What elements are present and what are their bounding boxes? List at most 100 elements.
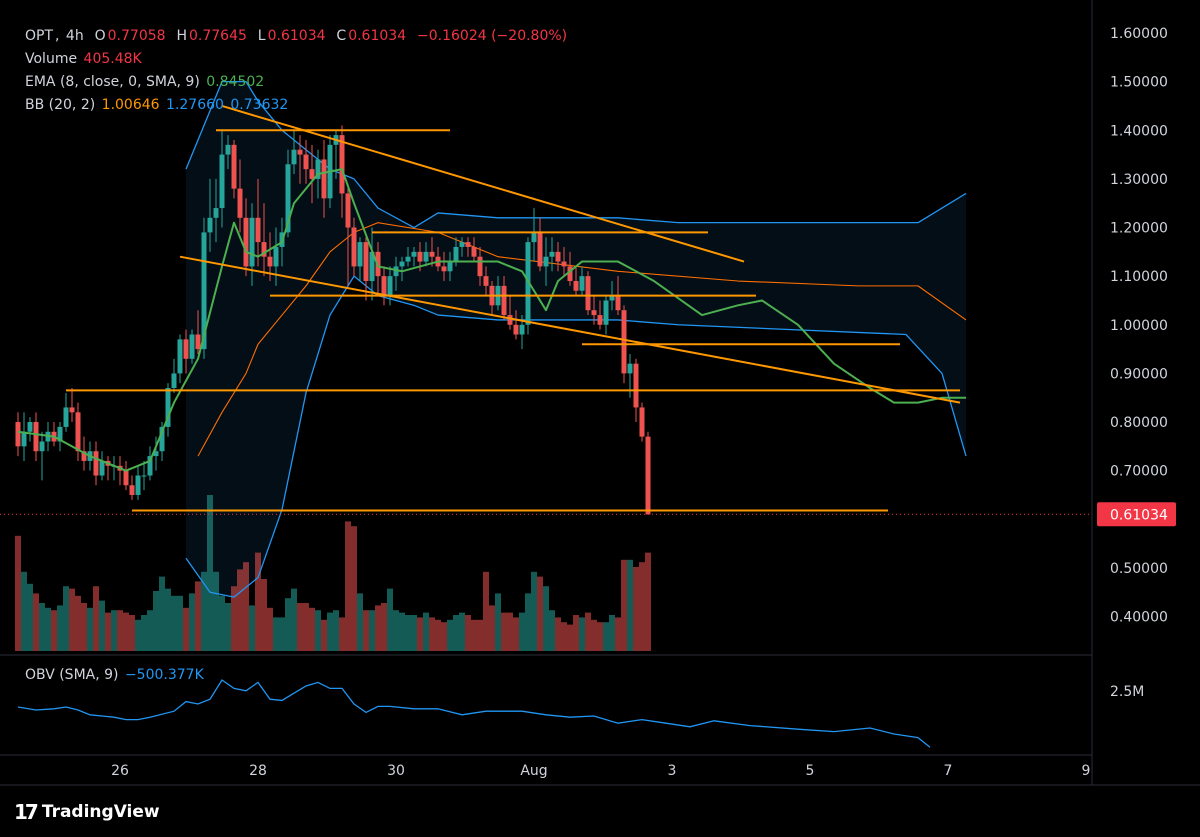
price-tick-label: 1.60000 xyxy=(1110,26,1168,42)
volume-bar xyxy=(225,603,231,651)
volume-bar xyxy=(141,615,147,651)
high-label: H xyxy=(176,28,187,44)
volume-bar xyxy=(171,595,177,651)
volume-bar xyxy=(627,559,633,651)
candle-body xyxy=(291,149,297,165)
volume-bar xyxy=(543,586,549,651)
candle-body xyxy=(423,251,429,262)
candle-body xyxy=(579,276,585,291)
candle-body xyxy=(549,251,555,257)
volume-bar xyxy=(135,619,141,651)
volume-bar xyxy=(213,571,219,651)
candle-body xyxy=(429,251,435,257)
volume-bar xyxy=(105,612,111,651)
candle-body xyxy=(189,334,195,359)
candle-body xyxy=(225,144,231,155)
symbol-label: OPT xyxy=(25,28,54,44)
candle-body xyxy=(459,242,465,247)
candle-body xyxy=(543,256,549,267)
candle-body xyxy=(177,339,183,374)
volume-bar xyxy=(111,610,117,651)
change-value: −0.16024 (−20.80%) xyxy=(417,28,568,44)
last-price-badge-label: 0.61034 xyxy=(1110,507,1168,523)
volume-bar xyxy=(387,588,393,651)
candle-body xyxy=(441,266,447,272)
candle-body xyxy=(219,154,225,209)
time-tick-label: 26 xyxy=(111,763,129,779)
volume-bar xyxy=(21,571,27,651)
volume-bar xyxy=(267,607,273,651)
candle-body xyxy=(609,295,615,301)
candle-body xyxy=(237,188,243,218)
candle-body xyxy=(393,266,399,277)
volume-bar xyxy=(45,607,51,651)
volume-bar xyxy=(189,593,195,651)
candle-body xyxy=(207,217,213,233)
volume-bar xyxy=(255,552,261,651)
candle-body xyxy=(555,251,561,262)
volume-bar xyxy=(489,605,495,651)
volume-bar xyxy=(609,615,615,651)
volume-bar xyxy=(273,617,279,651)
volume-bar xyxy=(471,619,477,651)
time-tick-label: 9 xyxy=(1082,763,1091,779)
candle-body xyxy=(585,276,591,311)
volume-bar xyxy=(75,595,81,651)
candle-body xyxy=(351,227,357,267)
bollinger-basis-line xyxy=(197,222,967,457)
candle-body xyxy=(141,475,147,477)
time-tick-label: Aug xyxy=(520,763,547,779)
candle-body xyxy=(369,251,375,282)
candle-body xyxy=(135,475,141,495)
volume-bar xyxy=(57,605,63,651)
volume-bar xyxy=(399,612,405,651)
candle-body xyxy=(153,451,159,457)
tradingview-brand[interactable]: 17 TradingView xyxy=(14,800,160,824)
candle-body xyxy=(93,451,99,476)
volume-bar xyxy=(567,624,573,651)
volume-bar xyxy=(87,607,93,651)
candle-body xyxy=(165,387,171,427)
candle-body xyxy=(297,149,303,155)
volume-bar xyxy=(237,569,243,651)
volume-bar xyxy=(33,593,39,651)
volume-bar xyxy=(339,617,345,651)
volume-bar xyxy=(279,617,285,651)
volume-bar xyxy=(27,583,33,651)
candle-body xyxy=(573,281,579,291)
candle-body xyxy=(525,242,531,325)
candle-body xyxy=(465,242,471,247)
obv-tick-label: 2.5M xyxy=(1110,684,1144,700)
candle-body xyxy=(303,154,309,170)
volume-bar xyxy=(441,622,447,651)
obv-line xyxy=(17,679,931,748)
candle-body xyxy=(597,315,603,325)
volume-bar xyxy=(357,593,363,651)
volume-bar xyxy=(285,598,291,651)
trendline-upper-channel xyxy=(221,104,745,263)
volume-bar xyxy=(99,600,105,651)
candle-body xyxy=(633,363,639,408)
volume-bar xyxy=(555,617,561,651)
volume-bar xyxy=(393,610,399,651)
candle-body xyxy=(339,135,345,194)
price-tick-label: 1.40000 xyxy=(1110,123,1168,139)
obv-value: −500.377K xyxy=(124,667,204,683)
candle-body xyxy=(21,431,27,447)
interval-label: 4h xyxy=(65,28,84,44)
candle-body xyxy=(243,217,249,267)
price-tick-label: 1.20000 xyxy=(1110,221,1168,237)
bb-basis-value: 1.00646 xyxy=(101,97,160,113)
volume-bar xyxy=(465,615,471,651)
tradingview-brand-name: TradingView xyxy=(41,802,160,822)
volume-bar xyxy=(261,579,267,651)
volume-bar xyxy=(645,552,651,651)
volume-bar xyxy=(429,617,435,651)
volume-bar xyxy=(435,619,441,651)
candle-body xyxy=(309,169,315,179)
price-tick-label: 0.90000 xyxy=(1110,366,1168,382)
volume-bar xyxy=(63,586,69,651)
ema-line xyxy=(17,168,966,472)
